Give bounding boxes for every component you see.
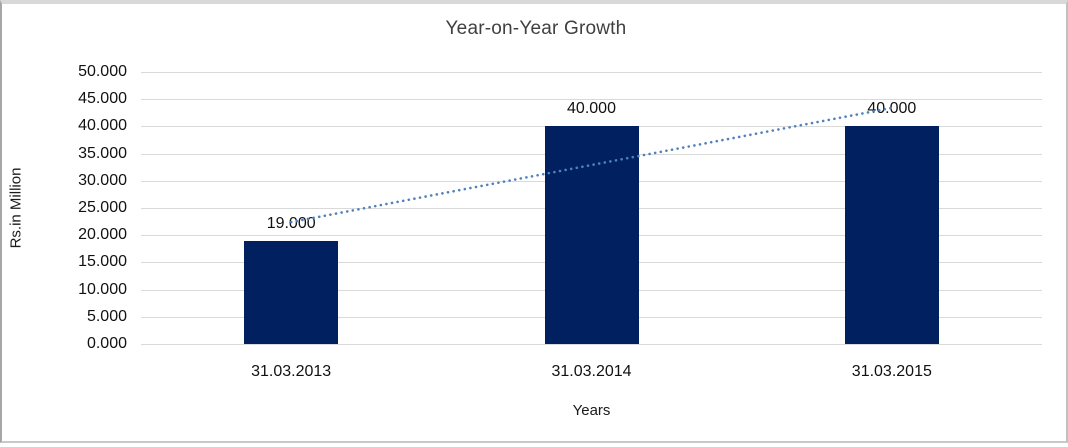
x-tick-label: 31.03.2013 (251, 363, 332, 380)
bar-value-label: 40.000 (567, 100, 616, 118)
y-tick-label: 25.000 (78, 199, 127, 216)
y-tick-label: 50.000 (78, 63, 127, 80)
y-tick-label: 5.000 (86, 307, 127, 325)
x-axis-title: Years (572, 402, 611, 419)
y-tick-label: 0.000 (86, 335, 127, 352)
bar-value-label: 19.000 (266, 214, 316, 232)
gridline (141, 99, 1042, 101)
y-tick-label: 10.000 (78, 280, 127, 298)
y-tick-label: 20.000 (78, 226, 127, 244)
y-tick-label: 40.000 (78, 117, 127, 135)
gridline (141, 344, 1042, 345)
bar (244, 240, 339, 344)
bar (544, 126, 639, 344)
bar (844, 126, 939, 344)
y-axis-title-text: Rs.in Million (7, 167, 25, 249)
chart-title: Year-on-Year Growth (445, 18, 627, 39)
x-tick-label: 31.03.2014 (551, 363, 632, 380)
y-tick-label: 30.000 (78, 171, 127, 189)
y-tick-label: 45.000 (78, 90, 127, 108)
y-tick-label: 35.000 (78, 144, 127, 162)
gridline (141, 72, 1042, 73)
x-tick-label: 31.03.2015 (851, 363, 932, 380)
bar-value-label: 40.000 (867, 100, 917, 118)
y-tick-label: 15.000 (78, 253, 127, 271)
